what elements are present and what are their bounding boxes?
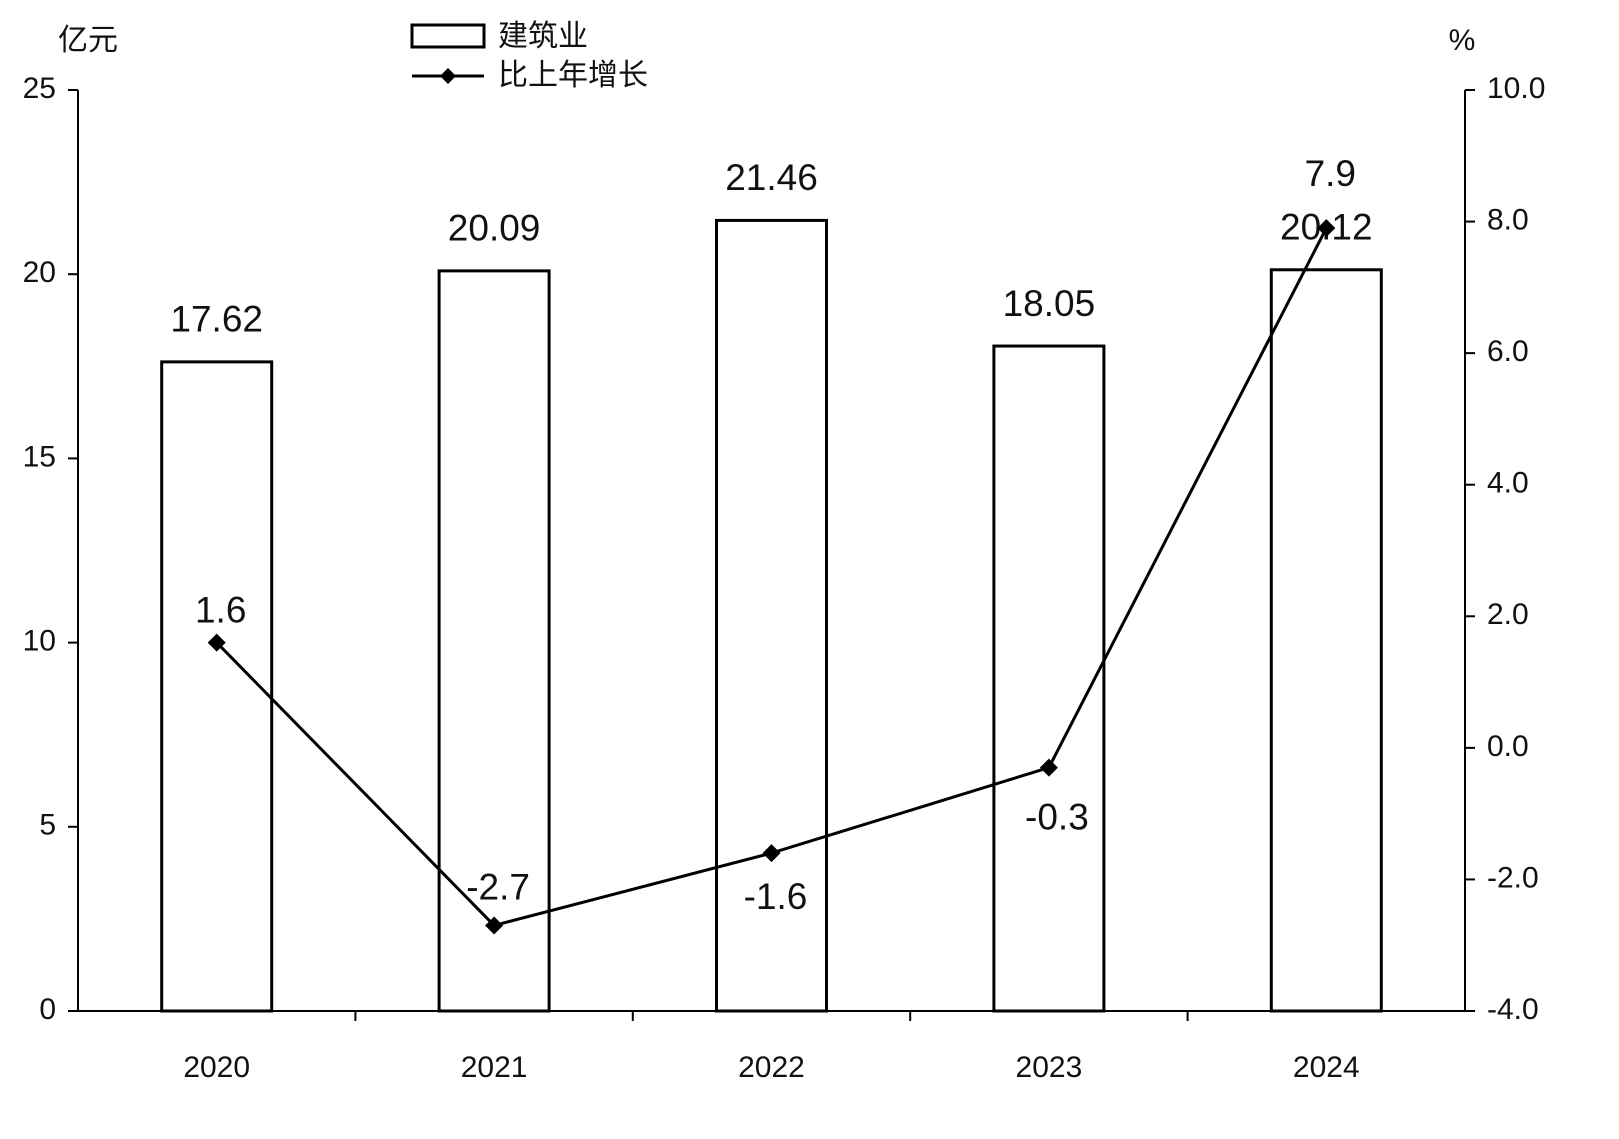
x-tick-label: 2020 — [183, 1051, 250, 1084]
line-marker — [1039, 758, 1058, 777]
line-marker — [1317, 219, 1336, 238]
line-value-label: 1.6 — [195, 589, 246, 630]
line-marker — [762, 844, 781, 863]
y2-axis-label: % — [1449, 24, 1476, 57]
y-tick-label: 20 — [23, 256, 56, 289]
bar — [160, 360, 274, 1013]
x-tick-label: 2021 — [461, 1051, 528, 1084]
bar — [715, 218, 828, 1013]
bar-value-label: 20.09 — [448, 208, 541, 249]
y2-tick-label: 4.0 — [1487, 467, 1529, 500]
y2-tick-label: -2.0 — [1487, 861, 1539, 894]
y-tick-label: 0 — [39, 993, 56, 1026]
bar-value-label: 18.05 — [1003, 283, 1096, 324]
y2-tick-label: 8.0 — [1487, 203, 1529, 236]
y2-tick-label: 2.0 — [1487, 598, 1529, 631]
y-tick-label: 15 — [23, 440, 56, 473]
legend-swatch-bar — [410, 23, 486, 49]
bar-value-label: 21.46 — [725, 157, 818, 198]
legend-label: 比上年增长 — [498, 59, 648, 92]
line-value-label: -2.7 — [466, 866, 530, 907]
y2-tick-label: 6.0 — [1487, 335, 1529, 368]
line-value-label: -0.3 — [1025, 796, 1089, 837]
y-tick-label: 5 — [39, 809, 56, 842]
bar — [992, 344, 1106, 1013]
y-tick-label: 25 — [23, 72, 56, 105]
y2-tick-label: -4.0 — [1487, 993, 1539, 1026]
x-tick-label: 2023 — [1016, 1051, 1083, 1084]
line-marker — [485, 916, 504, 935]
bar-value-label: 17.62 — [170, 299, 263, 340]
legend-label: 建筑业 — [498, 20, 588, 53]
y2-tick-label: 0.0 — [1487, 730, 1529, 763]
x-tick-label: 2024 — [1293, 1051, 1360, 1084]
legend-marker — [440, 68, 456, 84]
y-axis-label: 亿元 — [58, 24, 118, 57]
y2-tick-label: 10.0 — [1487, 72, 1545, 105]
line-value-label: -1.6 — [744, 876, 808, 917]
line-marker — [207, 633, 226, 652]
y-tick-label: 10 — [23, 625, 56, 658]
x-tick-label: 2022 — [738, 1051, 805, 1084]
line-value-label: 7.9 — [1305, 153, 1356, 194]
bar — [1269, 268, 1383, 1013]
